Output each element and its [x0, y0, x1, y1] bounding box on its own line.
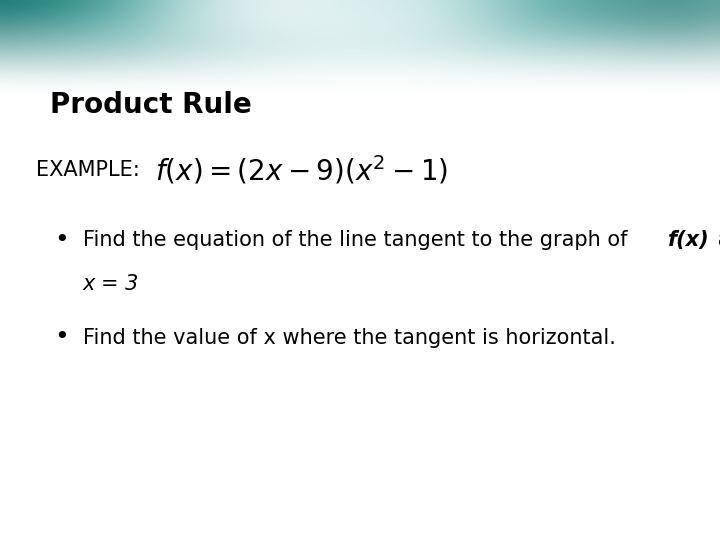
Text: EXAMPLE:: EXAMPLE: [36, 160, 140, 180]
Text: x = 3: x = 3 [83, 273, 139, 294]
Text: at: at [711, 230, 720, 251]
Text: f(x): f(x) [668, 230, 709, 251]
Text: •: • [54, 228, 68, 252]
Text: $f\left(x\right)=\left(2x-9\right)\left(x^{2}-1\right)$: $f\left(x\right)=\left(2x-9\right)\left(… [155, 154, 448, 186]
Text: •: • [54, 326, 68, 349]
Text: Product Rule: Product Rule [50, 91, 252, 119]
Text: Find the value of x where the tangent is horizontal.: Find the value of x where the tangent is… [83, 327, 616, 348]
Text: Find the equation of the line tangent to the graph of: Find the equation of the line tangent to… [83, 230, 634, 251]
